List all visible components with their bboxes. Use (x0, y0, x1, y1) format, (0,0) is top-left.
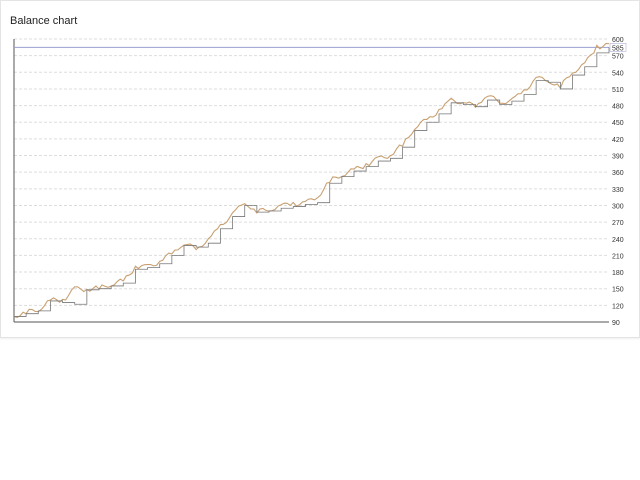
y-tick-label: 570 (612, 54, 624, 61)
current-value-label: 585 (612, 45, 624, 52)
current-value-box (609, 43, 627, 52)
y-tick-label: 360 (612, 170, 624, 177)
chart-title: Balance chart (10, 15, 78, 27)
y-tick-label: 150 (612, 287, 624, 294)
balance-line (14, 47, 610, 317)
y-tick-label: 330 (612, 187, 624, 194)
chart-panel: Balance chart 90 120 150 180 210 240 270 300 330… (0, 0, 640, 338)
y-tick-label: 240 (612, 237, 624, 244)
y-tick-label: 210 (612, 253, 624, 260)
y-tick-label: 300 (612, 203, 624, 210)
balance-chart: 90 120 150 180 210 240 270 300 330 360 390 420 450 48… (13, 37, 627, 327)
y-tick-label: 90 (612, 320, 620, 327)
y-tick-label: 390 (612, 154, 624, 161)
y-tick-label: 270 (612, 220, 624, 227)
y-tick-label: 420 (612, 137, 624, 144)
y-tick-label: 480 (612, 104, 624, 111)
y-tick-label: 600 (612, 37, 624, 44)
y-tick-label: 540 (612, 70, 624, 77)
equity-line (13, 42, 610, 318)
y-tick-label: 510 (612, 87, 624, 94)
y-tick-label: 450 (612, 120, 624, 127)
y-tick-label: 120 (612, 303, 624, 310)
y-tick-label: 180 (612, 270, 624, 277)
